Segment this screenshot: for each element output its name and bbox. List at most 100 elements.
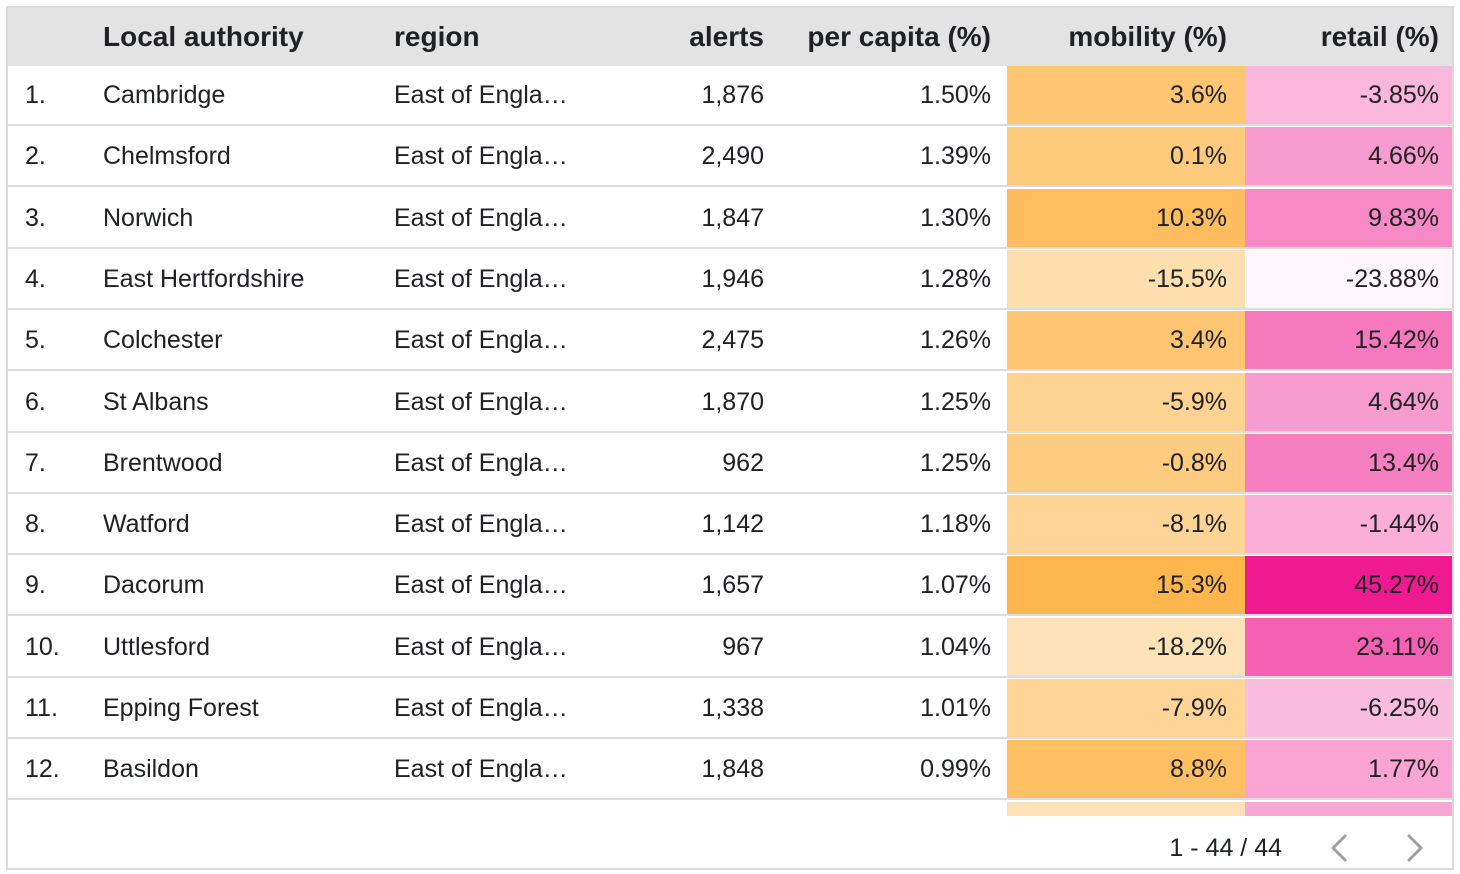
mobility-heat-cell — [1007, 311, 1245, 369]
retail-heat-cell — [1245, 679, 1452, 737]
rank-cell: 11. — [25, 694, 58, 722]
alerts-cell: 2,490 — [701, 142, 764, 170]
rank-cell: 12. — [25, 755, 60, 783]
table-row[interactable]: 10. Uttlesford East of Engla… 967 1.04% -18.2… — [8, 618, 1452, 678]
retail-heat-cell — [1245, 434, 1452, 492]
alerts-cell: 967 — [722, 633, 764, 661]
header-per-capita[interactable]: per capita (%) — [807, 21, 991, 52]
alerts-cell: 962 — [722, 449, 764, 477]
region-cell: East of Engla… — [394, 326, 568, 354]
per-capita-cell: 1.39% — [920, 142, 991, 170]
retail-cell: -6.25% — [1359, 694, 1439, 722]
table-row[interactable]: 2. Chelmsford East of Engla… 2,490 1.39% 0.1%… — [8, 127, 1452, 187]
alerts-cell: 1,946 — [701, 265, 764, 293]
table-row[interactable]: 5. Colchester East of Engla… 2,475 1.26% 3.4%… — [8, 311, 1452, 371]
per-capita-cell: 1.04% — [920, 633, 991, 661]
per-capita-cell: 1.28% — [920, 265, 991, 293]
alerts-cell: 2,475 — [701, 326, 764, 354]
authority-cell: Uttlesford — [103, 633, 210, 661]
retail-heat-stub — [1245, 802, 1452, 816]
mobility-heat-cell — [1007, 66, 1245, 124]
rank-cell: 7. — [25, 449, 46, 477]
per-capita-cell: 0.99% — [920, 755, 991, 783]
next-page-button[interactable] — [1394, 828, 1434, 868]
mobility-heat-cell — [1007, 740, 1245, 798]
table-row[interactable]: 4. East Hertfordshire East of Engla… 1,946 1… — [8, 250, 1452, 310]
region-cell: East of Engla… — [394, 449, 568, 477]
alerts-cell: 1,338 — [701, 694, 764, 722]
mobility-cell: 10.3% — [1156, 204, 1227, 232]
mobility-heat-stub — [1007, 802, 1245, 816]
region-cell: East of Engla… — [394, 694, 568, 722]
authority-cell: Colchester — [103, 326, 223, 354]
mobility-heat-cell — [1007, 556, 1245, 614]
authority-cell: Brentwood — [103, 449, 223, 477]
mobility-cell: -0.8% — [1161, 449, 1227, 477]
data-table: Local authority region alerts per capita… — [6, 6, 1454, 870]
table-row[interactable]: 3. Norwich East of Engla… 1,847 1.30% 10.3% 9.… — [8, 189, 1452, 249]
authority-cell: Dacorum — [103, 571, 205, 599]
region-cell: East of Engla… — [394, 510, 568, 538]
header-local-authority[interactable]: Local authority — [103, 21, 304, 52]
authority-cell: Watford — [103, 510, 190, 538]
retail-cell: -3.85% — [1359, 81, 1439, 109]
mobility-cell: -5.9% — [1161, 388, 1227, 416]
authority-cell: Basildon — [103, 755, 199, 783]
authority-cell: Cambridge — [103, 81, 226, 109]
rank-cell: 10. — [25, 633, 60, 661]
authority-cell: St Albans — [103, 388, 209, 416]
table-row[interactable]: 6. St Albans East of Engla… 1,870 1.25% -5.9%… — [8, 373, 1452, 433]
table-row[interactable]: 12. Basildon East of Engla… 1,848 0.99% 8.8% 1… — [8, 740, 1452, 800]
table-row[interactable]: 9. Dacorum East of Engla… 1,657 1.07% 15.3% 45… — [8, 556, 1452, 616]
rank-cell: 8. — [25, 510, 46, 538]
header-rank — [25, 8, 85, 66]
alerts-cell: 1,848 — [701, 755, 764, 783]
mobility-heat-cell — [1007, 618, 1245, 676]
table-row[interactable]: 7. Brentwood East of Engla… 962 1.25% -0.8% 13… — [8, 434, 1452, 494]
authority-cell: East Hertfordshire — [103, 265, 305, 293]
mobility-heat-cell — [1007, 189, 1245, 247]
table-row[interactable]: 8. Watford East of Engla… 1,142 1.18% -8.1% -1… — [8, 495, 1452, 555]
chevron-right-icon — [1407, 834, 1423, 862]
mobility-heat-cell — [1007, 373, 1245, 431]
region-cell: East of Engla… — [394, 388, 568, 416]
rank-cell: 6. — [25, 388, 46, 416]
prev-page-button[interactable] — [1320, 828, 1360, 868]
mobility-heat-cell — [1007, 250, 1245, 308]
retail-cell: 1.77% — [1368, 755, 1439, 783]
mobility-cell: -18.2% — [1147, 633, 1227, 661]
retail-cell: 9.83% — [1368, 204, 1439, 232]
mobility-heat-cell — [1007, 495, 1245, 553]
alerts-cell: 1,142 — [701, 510, 764, 538]
header-region[interactable]: region — [394, 21, 480, 52]
mobility-heat-cell — [1007, 127, 1245, 185]
rank-cell: 9. — [25, 571, 46, 599]
retail-cell: -1.44% — [1359, 510, 1439, 538]
retail-heat-cell — [1245, 556, 1452, 614]
retail-heat-cell — [1245, 373, 1452, 431]
per-capita-cell: 1.26% — [920, 326, 991, 354]
header-mobility[interactable]: mobility (%) — [1068, 21, 1227, 52]
retail-cell: 23.11% — [1356, 633, 1439, 661]
mobility-cell: -7.9% — [1161, 694, 1227, 722]
header-alerts[interactable]: alerts — [689, 21, 764, 52]
mobility-cell: 15.3% — [1156, 571, 1227, 599]
retail-heat-cell — [1245, 66, 1452, 124]
mobility-cell: 8.8% — [1170, 755, 1227, 783]
per-capita-cell: 1.18% — [920, 510, 991, 538]
rank-cell: 3. — [25, 204, 46, 232]
per-capita-cell: 1.50% — [920, 81, 991, 109]
table-row[interactable]: 1. Cambridge East of Engla… 1,876 1.50% 3.6% -… — [8, 66, 1452, 126]
alerts-cell: 1,657 — [701, 571, 764, 599]
authority-cell: Chelmsford — [103, 142, 231, 170]
mobility-heat-cell — [1007, 679, 1245, 737]
table-row[interactable]: 11. Epping Forest East of Engla… 1,338 1.01%… — [8, 679, 1452, 739]
per-capita-cell: 1.25% — [920, 449, 991, 477]
header-retail[interactable]: retail (%) — [1320, 21, 1439, 52]
retail-heat-cell — [1245, 127, 1452, 185]
region-cell: East of Engla… — [394, 142, 568, 170]
chevron-left-icon — [1331, 834, 1347, 862]
region-cell: East of Engla… — [394, 755, 568, 783]
region-cell: East of Engla… — [394, 633, 568, 661]
mobility-cell: -8.1% — [1161, 510, 1227, 538]
